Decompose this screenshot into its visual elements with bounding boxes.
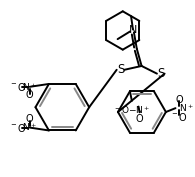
- Text: $\mathregular{N}^+$: $\mathregular{N}^+$: [179, 102, 194, 114]
- Text: $\mathregular{N}^+$: $\mathregular{N}^+$: [22, 81, 37, 93]
- Text: $^-$O: $^-$O: [9, 122, 27, 134]
- Text: O: O: [176, 95, 183, 105]
- Text: O: O: [136, 114, 143, 124]
- Text: $^-$O: $^-$O: [170, 111, 188, 123]
- Text: S: S: [157, 67, 164, 80]
- Text: $^-$O: $^-$O: [9, 81, 27, 93]
- Text: $\mathregular{N}^+$: $\mathregular{N}^+$: [22, 122, 37, 133]
- Text: O: O: [26, 90, 34, 101]
- Text: O: O: [26, 114, 34, 124]
- Text: N: N: [129, 25, 137, 35]
- Text: S: S: [117, 63, 124, 76]
- Text: $^-$O$-\mathregular{N}^+$: $^-$O$-\mathregular{N}^+$: [113, 105, 151, 116]
